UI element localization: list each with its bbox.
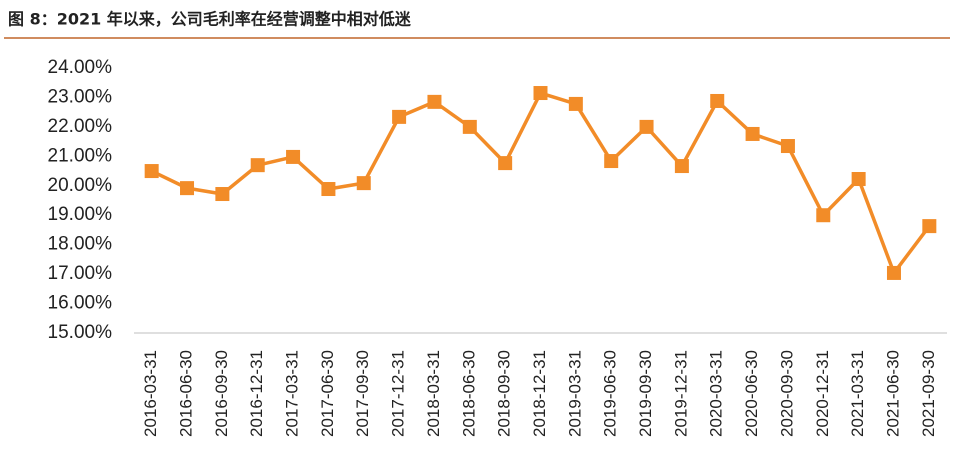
y-tick-label: 18.00% bbox=[48, 234, 113, 255]
point bbox=[533, 86, 548, 101]
series-line bbox=[150, 91, 931, 275]
point bbox=[286, 149, 301, 164]
point bbox=[780, 139, 795, 154]
x-tick-label: 2019-12-31 bbox=[671, 350, 690, 437]
point bbox=[180, 181, 195, 196]
x-tick-label: 2016-12-31 bbox=[247, 350, 266, 437]
x-tick-label: 2021-09-30 bbox=[919, 350, 938, 437]
point bbox=[392, 109, 407, 124]
point bbox=[462, 119, 477, 134]
x-tick-label: 2019-09-30 bbox=[636, 350, 655, 437]
y-tick-label: 24.00% bbox=[48, 57, 113, 78]
point bbox=[321, 182, 336, 197]
x-tick-label: 2017-12-31 bbox=[389, 350, 408, 437]
point bbox=[922, 219, 937, 234]
point bbox=[498, 156, 513, 171]
y-tick-label: 15.00% bbox=[48, 322, 113, 343]
point bbox=[674, 159, 689, 174]
x-tick-label: 2017-03-31 bbox=[283, 350, 302, 437]
x-tick-label: 2021-06-30 bbox=[883, 350, 902, 437]
x-tick-label: 2016-09-30 bbox=[212, 350, 231, 437]
point bbox=[639, 119, 654, 134]
chart-title: 图 8：2021 年以来，公司毛利率在经营调整中相对低迷 bbox=[8, 10, 412, 29]
point bbox=[427, 94, 442, 109]
x-tick-label: 2016-03-31 bbox=[141, 350, 160, 437]
x-tick-label: 2017-09-30 bbox=[353, 350, 372, 437]
x-tick-label: 2017-06-30 bbox=[318, 350, 337, 437]
x-tick-label: 2019-06-30 bbox=[601, 350, 620, 437]
y-tick-label: 19.00% bbox=[48, 204, 113, 225]
y-tick-label: 22.00% bbox=[48, 116, 113, 137]
y-tick-label: 23.00% bbox=[48, 86, 113, 107]
x-tick-label: 2020-03-31 bbox=[707, 350, 726, 437]
x-tick-label: 2020-06-30 bbox=[742, 350, 761, 437]
point bbox=[745, 126, 760, 141]
point bbox=[816, 208, 831, 223]
point bbox=[710, 93, 725, 108]
point bbox=[568, 96, 583, 111]
point bbox=[604, 154, 619, 169]
point bbox=[356, 176, 371, 191]
x-tick-label: 2020-12-31 bbox=[813, 350, 832, 437]
y-tick-label: 16.00% bbox=[48, 293, 113, 314]
x-tick-label: 2018-09-30 bbox=[495, 350, 514, 437]
y-tick-label: 20.00% bbox=[48, 175, 113, 196]
point bbox=[886, 265, 901, 280]
x-tick-label: 2019-03-31 bbox=[565, 350, 584, 437]
y-tick-label: 21.00% bbox=[48, 145, 113, 166]
x-tick-label: 2021-03-31 bbox=[848, 350, 867, 437]
point bbox=[250, 158, 265, 173]
x-tick-label: 2018-12-31 bbox=[530, 350, 549, 437]
point bbox=[144, 164, 159, 179]
x-tick-label: 2018-06-30 bbox=[459, 350, 478, 437]
x-tick-label: 2016-06-30 bbox=[177, 350, 196, 437]
point bbox=[215, 187, 230, 202]
x-tick-label: 2018-03-31 bbox=[424, 350, 443, 437]
y-tick-label: 17.00% bbox=[48, 263, 113, 284]
point bbox=[851, 172, 866, 187]
x-tick-label: 2020-09-30 bbox=[777, 350, 796, 437]
